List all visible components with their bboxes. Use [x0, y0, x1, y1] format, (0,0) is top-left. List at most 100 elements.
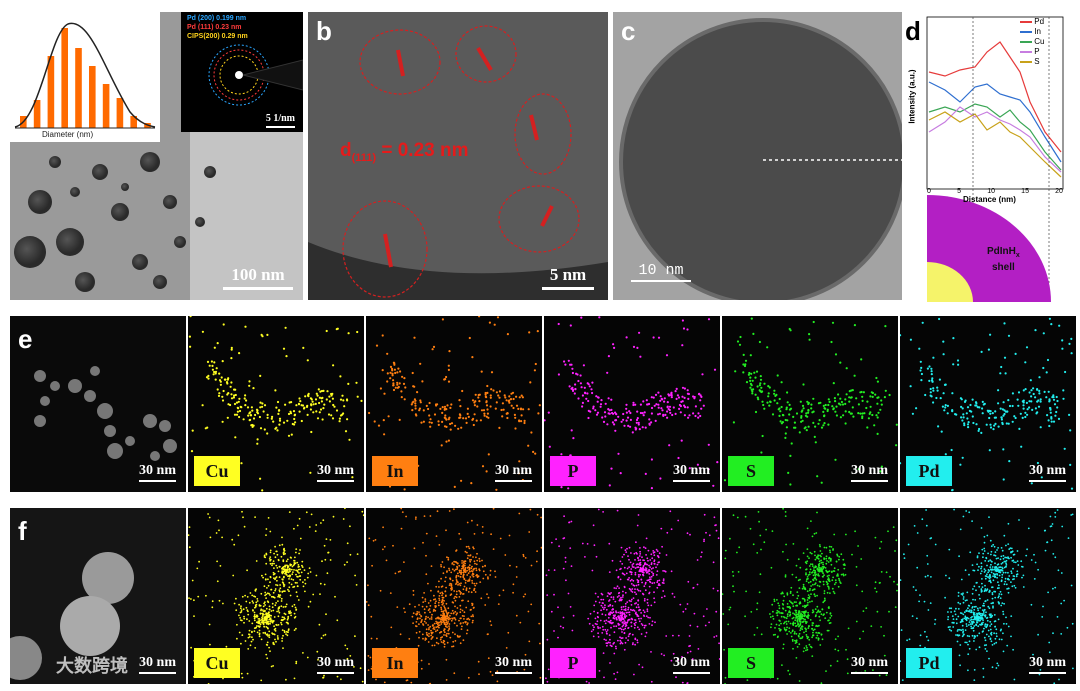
map-scale: 30 nm [317, 655, 354, 674]
element-tag-s: S [728, 648, 774, 678]
element-tag-cu: Cu [194, 648, 240, 678]
map-scale: 30 nm [851, 463, 888, 482]
histogram-bar [33, 100, 41, 128]
saed-scale: 5 1/nm [265, 113, 295, 128]
scale-text: 30 nm [495, 463, 532, 478]
shell-label-tail: shell [992, 262, 1015, 273]
legend-label: P [1034, 47, 1040, 56]
y-axis-label: Intensity (a.u.) [907, 69, 917, 124]
saed-scale-text: 5 1/nm [265, 113, 295, 124]
d-symbol: d [340, 140, 352, 161]
element-tag-cu: Cu [194, 456, 240, 486]
scale-text: 30 nm [317, 463, 354, 478]
panel-c-scale: 10 nm [631, 262, 691, 282]
panel-f-label: f [18, 516, 27, 546]
map-scale: 30 nm [673, 655, 710, 674]
panel-d-line-profile: d Intensity (a.u.) 0 5 10 15 20 Distance… [905, 12, 1075, 302]
histogram-bar [47, 56, 55, 128]
scale-text: 30 nm [139, 655, 176, 670]
d-spacing-annotation: d(111) = 0.23 nm [340, 140, 469, 164]
map-scale: 30 nm [851, 655, 888, 674]
legend-item: Cu [1020, 37, 1044, 47]
element-tag-pd: Pd [906, 648, 952, 678]
x-tick: 10 [987, 188, 995, 195]
panel-d-label: d [905, 16, 921, 46]
legend-label: S [1034, 57, 1040, 66]
scale-text: 30 nm [851, 463, 888, 478]
panel_e-map-pd: Pd 30 nm [900, 316, 1076, 492]
x-tick: 15 [1021, 188, 1029, 195]
histogram-bar [89, 66, 96, 128]
histogram-bar [75, 48, 82, 128]
panel-b-scale-text: 5 nm [549, 265, 587, 284]
panel_f-map-cu: Cu 30 nm [188, 508, 364, 684]
panel-a-scale: 100 nm [223, 265, 293, 290]
map-scale: 30 nm [317, 463, 354, 482]
map-scale: 30 nm [673, 463, 710, 482]
histogram-bar [61, 28, 68, 128]
map-scale: 30 nm [1029, 463, 1066, 482]
legend: Pd In Cu P S [1020, 17, 1044, 67]
panel-a-label: a [16, 16, 31, 46]
saed-row-2: Pd (111) 0.23 nm [187, 24, 242, 31]
histogram-inset [10, 12, 160, 142]
row-e-haadf: e 30 nm [10, 316, 186, 492]
legend-item: Pd [1020, 17, 1044, 27]
map-scale: 30 nm [495, 655, 532, 674]
panel_e-map-s: S 30 nm [722, 316, 898, 492]
shell-label-sub: x [1015, 252, 1020, 259]
panel-c-scale-text: 10 nm [638, 262, 684, 279]
panel-a-tem-image: Diameter (nm) a Pd (200) 0.199 nm Pd (11… [10, 12, 303, 300]
d-miller-index: (111) [351, 151, 377, 164]
scale-text: 30 nm [139, 463, 176, 478]
x-tick: 5 [957, 188, 961, 195]
legend-label: Cu [1034, 37, 1045, 46]
panel-c-hrtem-image: c 10 nm [613, 12, 902, 300]
element-tag-pd: Pd [906, 456, 952, 486]
x-axis-label: Distance (nm) [963, 195, 1016, 204]
panel-b-hrtem-image: b d(111) = 0.23 nm 5 nm [308, 12, 608, 300]
row-f-haadf-scale: 30 nm [139, 655, 176, 674]
x-axis-ticks: 0 5 10 15 20 [927, 188, 1063, 195]
shell-label-main: PdInH [987, 246, 1016, 257]
d-value: = 0.23 nm [376, 140, 469, 161]
panel-b-label: b [316, 16, 332, 46]
map-scale: 30 nm [495, 463, 532, 482]
element-tag-p: P [550, 648, 596, 678]
element-tag-p: P [550, 456, 596, 486]
legend-item: In [1020, 27, 1044, 37]
panel_e-map-p: P 30 nm [544, 316, 720, 492]
legend-label: Pd [1034, 17, 1045, 26]
saed-row-1: Pd (200) 0.199 nm [187, 15, 247, 22]
histogram-xlabel: Diameter (nm) [42, 130, 94, 139]
panel-e-label: e [18, 324, 33, 354]
scale-text: 30 nm [673, 655, 710, 670]
x-tick: 0 [927, 188, 931, 195]
panel-b-scale: 5 nm [542, 265, 594, 290]
map-scale: 30 nm [1029, 655, 1066, 674]
panel_f-map-in: In 30 nm [366, 508, 542, 684]
row-f-haadf: f 30 nm 大数跨境 [10, 508, 186, 684]
legend-label: In [1034, 27, 1041, 36]
row-e-haadf-scale: 30 nm [139, 463, 176, 482]
line-profile-chart [926, 16, 1064, 302]
histogram-bar [102, 84, 110, 128]
panel-a-scale-text: 100 nm [231, 265, 285, 284]
panel_f-map-s: S 30 nm [722, 508, 898, 684]
histogram-bar [130, 116, 137, 128]
legend-item: S [1020, 57, 1044, 67]
element-tag-s: S [728, 456, 774, 486]
scale-text: 30 nm [851, 655, 888, 670]
watermark: 大数跨境 [56, 656, 128, 676]
scale-text: 30 nm [1029, 655, 1066, 670]
panel-c-label: c [621, 16, 636, 46]
panel_f-map-p: P 30 nm [544, 508, 720, 684]
panel-c-particle [613, 12, 902, 300]
saed-row-3: CIPS(200) 0.29 nm [187, 33, 248, 40]
x-tick: 20 [1055, 188, 1063, 195]
scale-text: 30 nm [1029, 463, 1066, 478]
scale-text: 30 nm [317, 655, 354, 670]
panel_f-map-pd: Pd 30 nm [900, 508, 1076, 684]
element-tag-in: In [372, 456, 418, 486]
histogram-bar [116, 98, 124, 128]
